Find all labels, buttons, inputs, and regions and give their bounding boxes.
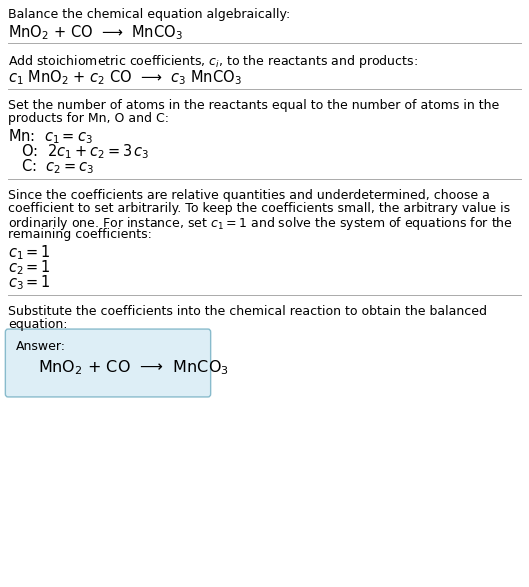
Text: $c_1$ MnO$_2$ + $c_2$ CO  ⟶  $c_3$ MnCO$_3$: $c_1$ MnO$_2$ + $c_2$ CO ⟶ $c_3$ MnCO$_3… — [8, 68, 242, 87]
Text: remaining coefficients:: remaining coefficients: — [8, 228, 152, 241]
Text: equation:: equation: — [8, 318, 68, 331]
Text: $c_1 = 1$: $c_1 = 1$ — [8, 243, 51, 262]
FancyBboxPatch shape — [5, 329, 211, 397]
Text: MnO$_2$ + CO  ⟶  MnCO$_3$: MnO$_2$ + CO ⟶ MnCO$_3$ — [38, 358, 229, 377]
Text: products for Mn, O and C:: products for Mn, O and C: — [8, 112, 169, 125]
Text: coefficient to set arbitrarily. To keep the coefficients small, the arbitrary va: coefficient to set arbitrarily. To keep … — [8, 202, 510, 215]
Text: Substitute the coefficients into the chemical reaction to obtain the balanced: Substitute the coefficients into the che… — [8, 305, 487, 318]
Text: Balance the chemical equation algebraically:: Balance the chemical equation algebraica… — [8, 8, 290, 21]
Text: Since the coefficients are relative quantities and underdetermined, choose a: Since the coefficients are relative quan… — [8, 189, 490, 202]
Text: Mn:  $c_1 = c_3$: Mn: $c_1 = c_3$ — [8, 127, 93, 146]
Text: $c_3 = 1$: $c_3 = 1$ — [8, 273, 51, 292]
Text: O:  $2c_1 + c_2 = 3\,c_3$: O: $2c_1 + c_2 = 3\,c_3$ — [12, 142, 150, 161]
Text: Add stoichiometric coefficients, $c_i$, to the reactants and products:: Add stoichiometric coefficients, $c_i$, … — [8, 53, 418, 70]
Text: ordinarily one. For instance, set $c_1 = 1$ and solve the system of equations fo: ordinarily one. For instance, set $c_1 =… — [8, 215, 513, 232]
Text: C:  $c_2 = c_3$: C: $c_2 = c_3$ — [12, 157, 94, 176]
Text: MnO$_2$ + CO  ⟶  MnCO$_3$: MnO$_2$ + CO ⟶ MnCO$_3$ — [8, 23, 183, 42]
Text: Set the number of atoms in the reactants equal to the number of atoms in the: Set the number of atoms in the reactants… — [8, 99, 499, 112]
Text: $c_2 = 1$: $c_2 = 1$ — [8, 258, 51, 276]
Text: Answer:: Answer: — [16, 340, 66, 353]
